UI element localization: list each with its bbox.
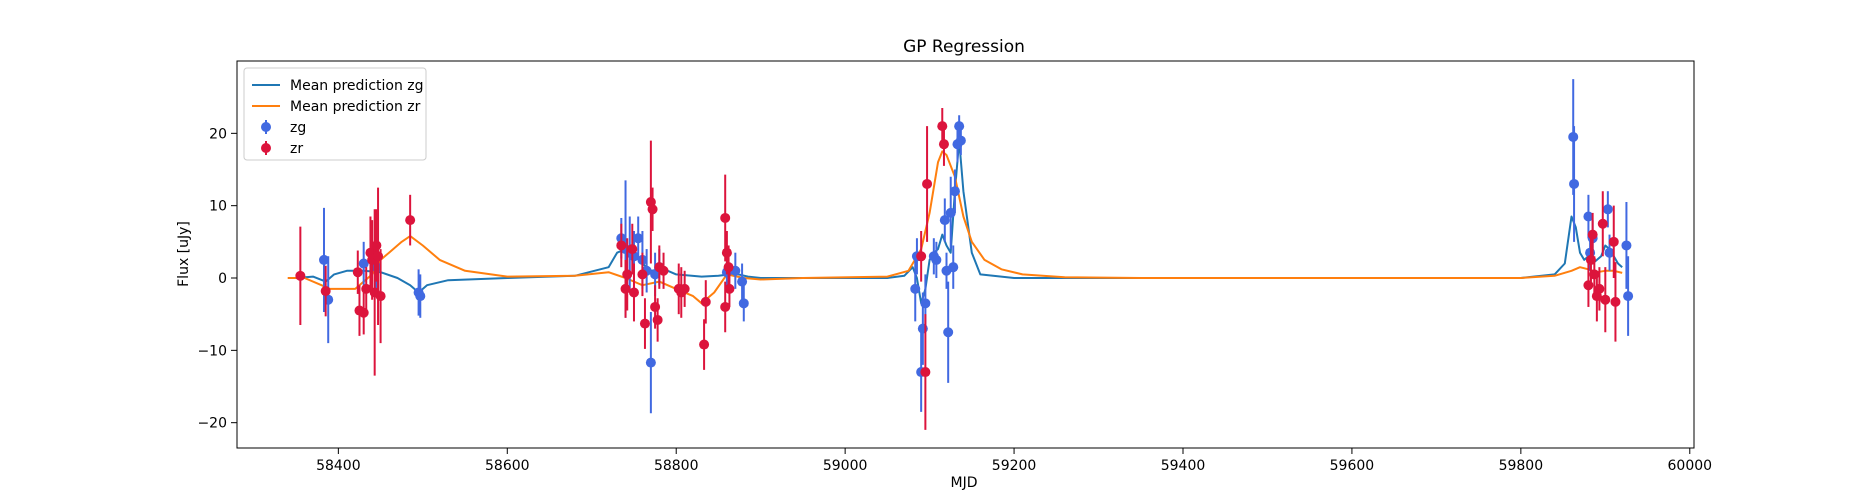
x-tick-label-58600: 58600 xyxy=(485,458,530,474)
point-zg-0 xyxy=(318,254,329,265)
point-zg-32 xyxy=(949,186,960,197)
point-zg-26 xyxy=(931,254,942,265)
point-zr-18 xyxy=(637,269,648,280)
x-tick-label-58400: 58400 xyxy=(316,458,361,474)
x-tick-label-59000: 59000 xyxy=(823,458,868,474)
point-zg-43 xyxy=(1621,240,1632,251)
point-zr-31 xyxy=(720,212,731,223)
legend: Mean prediction zg Mean prediction zr zg zr xyxy=(243,67,427,161)
point-zr-16 xyxy=(627,244,638,255)
point-zg-2 xyxy=(358,258,369,269)
point-zg-31 xyxy=(948,262,959,273)
y-tick-label--20: −20 xyxy=(197,416,227,432)
point-zg-13 xyxy=(645,357,656,368)
point-zg-42 xyxy=(1604,247,1615,258)
point-zr-32 xyxy=(721,247,732,258)
x-tick-label-60000: 60000 xyxy=(1668,458,1713,474)
point-zr-36 xyxy=(916,251,927,262)
point-zr-29 xyxy=(699,339,710,350)
legend-label-mean-prediction-zg: Mean prediction zg xyxy=(290,78,424,94)
point-zr-38 xyxy=(922,178,933,189)
legend-label-zr: zr xyxy=(290,141,303,157)
point-zr-28 xyxy=(679,283,690,294)
point-zr-9 xyxy=(371,240,382,251)
legend-swatch-zg xyxy=(261,120,271,134)
x-tick-label-59200: 59200 xyxy=(992,458,1037,474)
point-zr-39 xyxy=(937,121,948,132)
point-zr-46 xyxy=(1594,283,1605,294)
point-zr-34 xyxy=(720,301,731,312)
point-zr-35 xyxy=(724,283,735,294)
legend-swatch-zr xyxy=(261,141,271,155)
point-zr-19 xyxy=(639,318,650,329)
point-zg-38 xyxy=(1583,211,1594,222)
legend-label-zg: zg xyxy=(290,120,306,136)
chart-title: GP Regression xyxy=(903,37,1025,57)
point-zr-15 xyxy=(622,269,633,280)
x-axis-label: MJD xyxy=(951,475,978,491)
point-zg-20 xyxy=(910,283,921,294)
point-zg-24 xyxy=(920,298,931,309)
point-zr-0 xyxy=(295,270,306,281)
point-zr-12 xyxy=(405,215,416,226)
point-zr-48 xyxy=(1600,294,1611,305)
point-zr-23 xyxy=(652,314,663,325)
point-zr-1 xyxy=(320,286,331,297)
x-tick-label-59600: 59600 xyxy=(1330,458,1375,474)
point-zg-34 xyxy=(954,121,965,132)
point-zr-2 xyxy=(352,267,363,278)
point-zr-44 xyxy=(1583,280,1594,291)
point-zr-11 xyxy=(375,291,386,302)
point-zr-47 xyxy=(1597,218,1608,229)
legend-label-mean-prediction-zr: Mean prediction zr xyxy=(290,99,421,115)
point-zg-44 xyxy=(1623,291,1634,302)
point-zr-49 xyxy=(1608,236,1619,247)
point-zg-18 xyxy=(738,298,749,309)
y-axis-label: Flux [uJy] xyxy=(176,221,192,287)
legend-box xyxy=(243,67,427,161)
y-tick-label-0: 0 xyxy=(218,271,227,287)
x-tick-label-59800: 59800 xyxy=(1499,458,1544,474)
point-zr-21 xyxy=(647,204,658,215)
point-zg-27 xyxy=(939,215,950,226)
y-tick-label-10: 10 xyxy=(209,199,227,215)
point-zg-29 xyxy=(943,327,954,338)
point-zr-30 xyxy=(700,296,711,307)
point-zg-10 xyxy=(633,233,644,244)
point-zr-17 xyxy=(628,287,639,298)
y-tick-label-20: 20 xyxy=(209,126,227,142)
point-zr-5 xyxy=(361,283,372,294)
point-zg-14 xyxy=(650,269,661,280)
point-zr-40 xyxy=(938,139,949,150)
axes-frame xyxy=(236,60,1695,449)
y-tick-label--10: −10 xyxy=(197,343,227,359)
series-points-zr xyxy=(295,108,1621,430)
point-zg-5 xyxy=(415,291,426,302)
series-line-zr xyxy=(287,150,1623,305)
point-zr-33 xyxy=(723,262,734,273)
point-zr-37 xyxy=(920,367,931,378)
plot-area xyxy=(287,79,1634,430)
point-zr-25 xyxy=(658,265,669,276)
x-tick-label-58800: 58800 xyxy=(654,458,699,474)
point-zr-50 xyxy=(1610,296,1621,307)
point-zg-30 xyxy=(945,207,956,218)
point-zr-13 xyxy=(616,240,627,251)
point-zg-41 xyxy=(1602,204,1613,215)
point-zg-19 xyxy=(737,276,748,287)
axis-ticks: 58400 58600 58800 59000 59200 59400 59600 59800… xyxy=(197,126,1712,474)
x-tick-label-59400: 59400 xyxy=(1161,458,1206,474)
point-zg-35 xyxy=(955,135,966,146)
point-zg-37 xyxy=(1569,178,1580,189)
point-zr-42 xyxy=(1587,229,1598,240)
